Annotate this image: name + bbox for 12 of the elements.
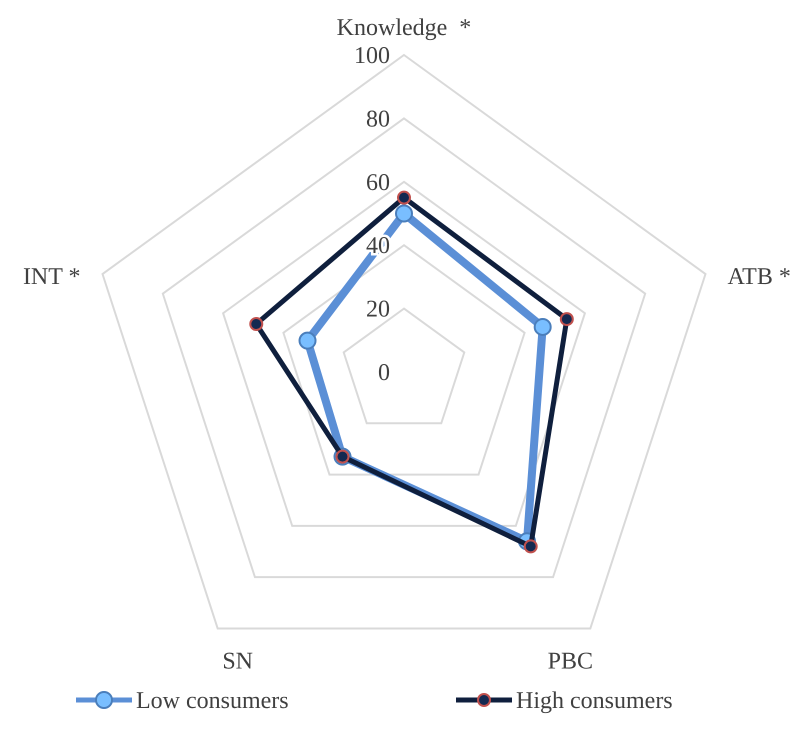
legend-label: High consumers [516, 688, 673, 714]
y-tick-label: 0 [378, 360, 390, 386]
y-tick-label: 100 [354, 43, 390, 69]
y-tick-label: 20 [366, 296, 390, 323]
legend-label: Low consumers [136, 688, 289, 714]
y-tick-label: 80 [366, 106, 390, 132]
y-tick-label: 60 [366, 170, 390, 196]
spoke-label: Knowledge * [336, 15, 472, 41]
spoke-label: INT * [22, 264, 81, 290]
spoke-label: ATB * [727, 264, 791, 290]
spoke-label: SN [222, 648, 254, 674]
spoke-label: PBC [548, 648, 594, 674]
